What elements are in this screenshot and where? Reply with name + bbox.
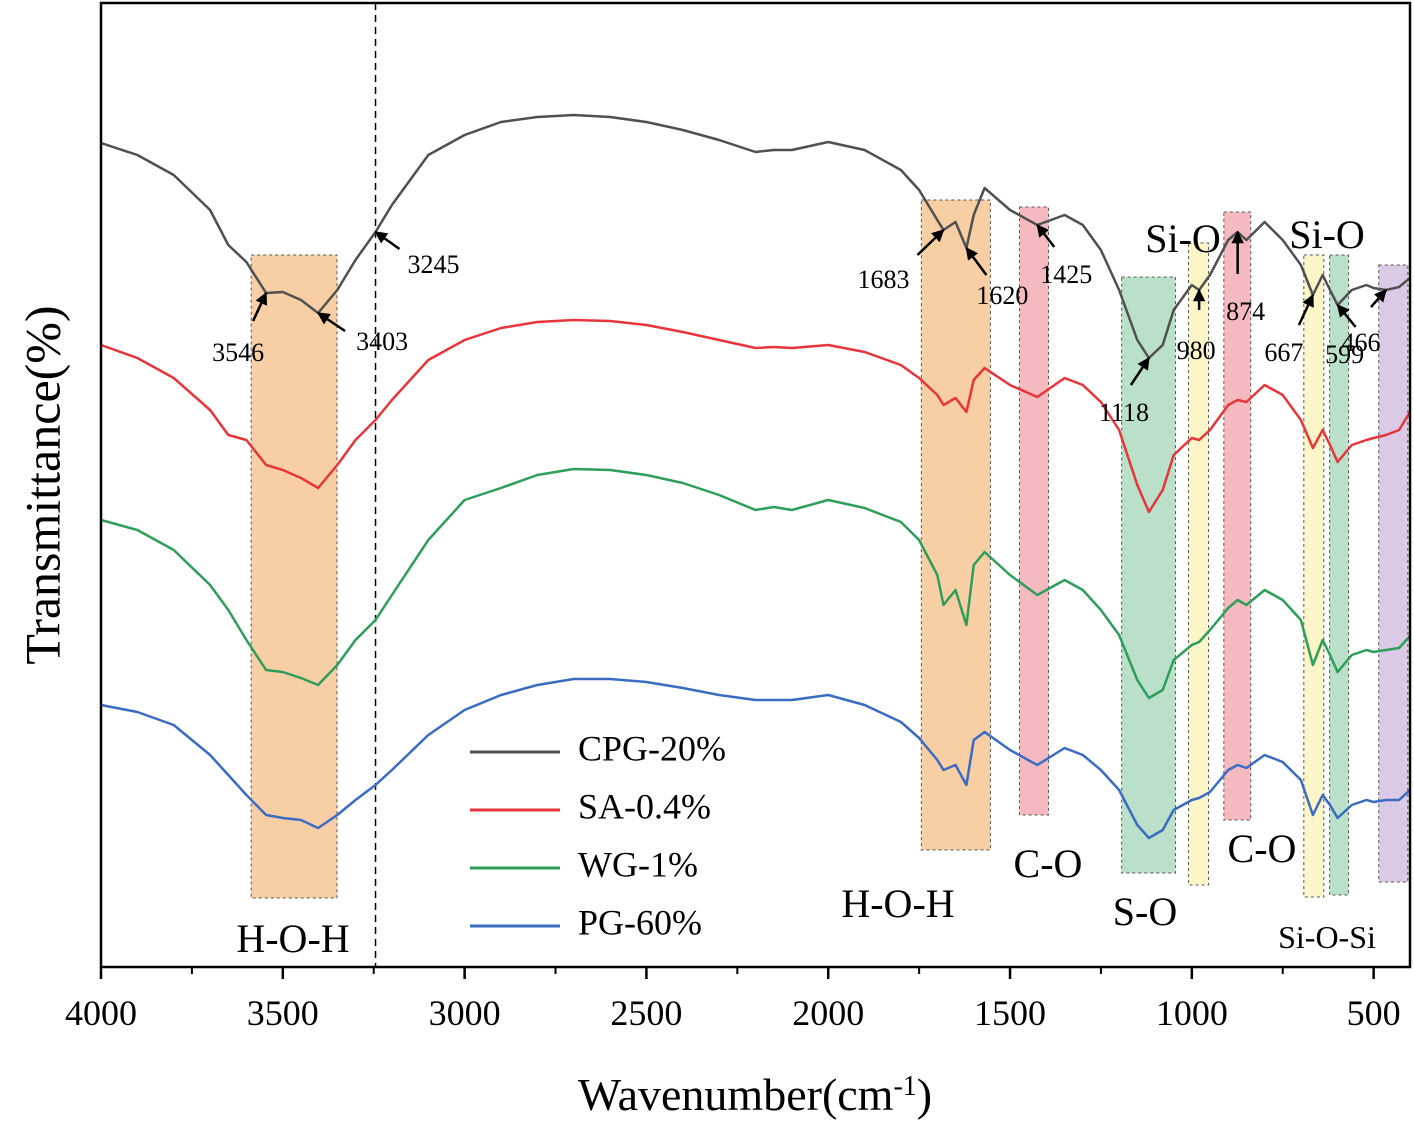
x-tick-label: 2000: [792, 993, 864, 1033]
peak-arrow: [965, 246, 988, 276]
band-label: Si-O: [1289, 212, 1365, 257]
peak-label: 466: [1342, 328, 1381, 357]
band: [1329, 254, 1350, 896]
peak-arrow: [916, 229, 945, 256]
spectrum-line: [100, 467, 1411, 700]
band-label: Si-O-Si: [1278, 919, 1376, 955]
peak-arrow: [1036, 224, 1056, 248]
peak-label: 1425: [1040, 260, 1092, 289]
peak-label: 667: [1264, 338, 1303, 367]
peak-label: 1683: [857, 265, 909, 294]
peak-arrow: [1336, 304, 1357, 328]
peak-arrow: [374, 230, 401, 251]
peak-label: 1118: [1099, 398, 1149, 427]
peak-arrow: [1297, 293, 1315, 326]
peak-arrow: [1370, 289, 1387, 308]
band-label: S-O: [1113, 889, 1177, 934]
peak-label: 3546: [212, 338, 264, 367]
x-tick-label: 1000: [1156, 993, 1228, 1033]
x-axis-label-part: ): [917, 1069, 932, 1120]
x-tick-label: 3500: [247, 993, 319, 1033]
spectrum-line: [100, 113, 1411, 360]
peak-label: 874: [1226, 297, 1265, 326]
band: [1188, 242, 1210, 886]
plot-frame: [99, 1, 1412, 969]
legend-label: WG-1%: [578, 844, 698, 884]
peak-arrow: [1129, 356, 1150, 386]
band: [1303, 254, 1325, 898]
peak-label: 980: [1177, 336, 1216, 365]
legend-label: PG-60%: [578, 902, 702, 942]
peak-arrow: [251, 291, 268, 322]
y-axis-label: Transmittance(%): [14, 305, 70, 664]
band: [250, 254, 338, 899]
band: [1378, 264, 1409, 883]
band-label: Si-O: [1145, 216, 1221, 261]
x-tick-label: 4000: [65, 993, 137, 1033]
legend-label: CPG-20%: [578, 728, 726, 768]
spectrum-line: [100, 677, 1411, 840]
peak-label: 1620: [976, 281, 1028, 310]
band: [1223, 211, 1252, 821]
x-tick-label: 3000: [429, 993, 501, 1033]
spectrum-line: [100, 318, 1412, 514]
peak-label: 3245: [408, 250, 460, 279]
band-label: C-O: [1014, 841, 1083, 886]
x-tick-label: 2500: [610, 993, 682, 1033]
peak-arrow: [317, 311, 346, 333]
x-axis-label: Wavenumber(cm-1): [578, 1069, 932, 1120]
band: [1121, 276, 1176, 874]
x-tick-label: 1500: [974, 993, 1046, 1033]
peak-label: 3403: [356, 327, 408, 356]
legend-label: SA-0.4%: [578, 786, 711, 826]
band: [920, 199, 991, 851]
band-label: H-O-H: [841, 881, 954, 926]
x-axis-label-part: Wavenumber(cm: [578, 1069, 894, 1120]
peak-label: 599: [1325, 340, 1364, 369]
band: [1018, 206, 1050, 816]
band-label: C-O: [1228, 826, 1297, 871]
x-tick-label: 500: [1347, 993, 1401, 1033]
x-axis-label-part: -1: [893, 1071, 916, 1102]
band-label: H-O-H: [236, 916, 349, 961]
